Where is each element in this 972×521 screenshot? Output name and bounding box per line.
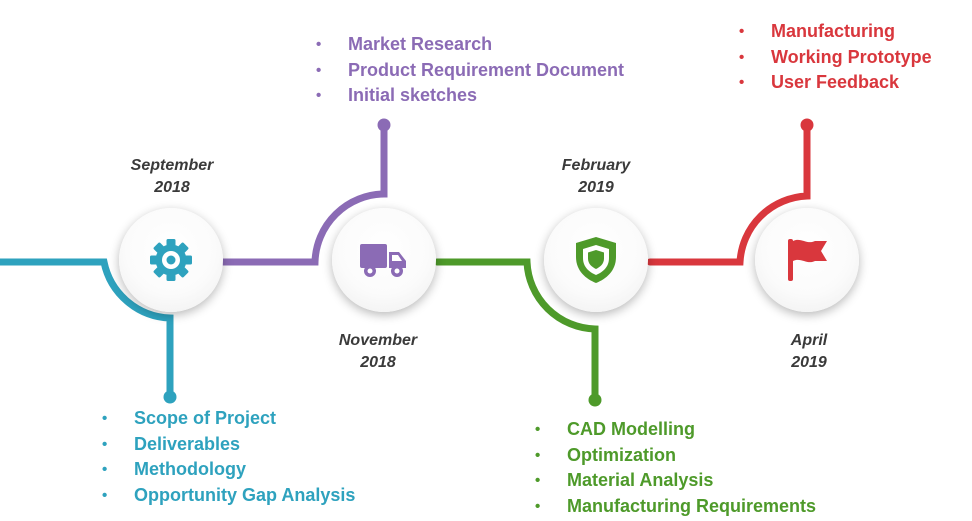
list-item: Deliverables [102,432,355,458]
milestone-3-list: CAD Modelling Optimization Material Anal… [535,417,816,519]
red-node [800,118,814,132]
date-month: February [561,157,631,174]
list-item: CAD Modelling [535,417,816,443]
gear-icon [150,239,192,281]
green-node [588,393,602,407]
milestone-february-2019 [544,208,648,312]
date-year: 2018 [360,354,396,371]
date-month: April [790,332,828,349]
red-connector [646,123,811,266]
list-item: Working Prototype [739,45,932,71]
teal-connector [0,258,174,399]
list-item: Opportunity Gap Analysis [102,483,355,509]
purple-connector [218,123,388,266]
milestone-3-date: February 2019 [536,155,656,199]
date-month: November [338,332,418,349]
list-item: User Feedback [739,70,932,96]
teal-node [163,390,177,404]
list-item: Optimization [535,443,816,469]
milestone-4-date: April 2019 [749,330,869,374]
list-item: Market Research [316,32,624,58]
date-month: September [130,157,214,174]
date-year: 2018 [154,179,190,196]
list-item: Material Analysis [535,468,816,494]
list-item: Manufacturing Requirements [535,494,816,520]
list-item: Manufacturing [739,19,932,45]
list-item: Initial sketches [316,83,624,109]
truck-icon [360,244,406,277]
milestone-september-2018 [119,208,223,312]
list-item: Methodology [102,457,355,483]
green-connector [433,258,599,402]
milestone-november-2018 [332,208,436,312]
milestone-4-list: Manufacturing Working Prototype User Fee… [739,19,932,96]
milestone-april-2019 [755,208,859,312]
milestone-2-list: Market Research Product Requirement Docu… [316,32,624,109]
milestone-2-date: November 2018 [318,330,438,374]
milestone-1-list: Scope of Project Deliverables Methodolog… [102,406,355,508]
purple-node [377,118,391,132]
milestone-1-date: September 2018 [112,155,232,199]
date-year: 2019 [578,179,614,196]
date-year: 2019 [791,354,827,371]
list-item: Product Requirement Document [316,58,624,84]
flag-icon [788,239,827,281]
shield-icon [576,237,616,283]
list-item: Scope of Project [102,406,355,432]
